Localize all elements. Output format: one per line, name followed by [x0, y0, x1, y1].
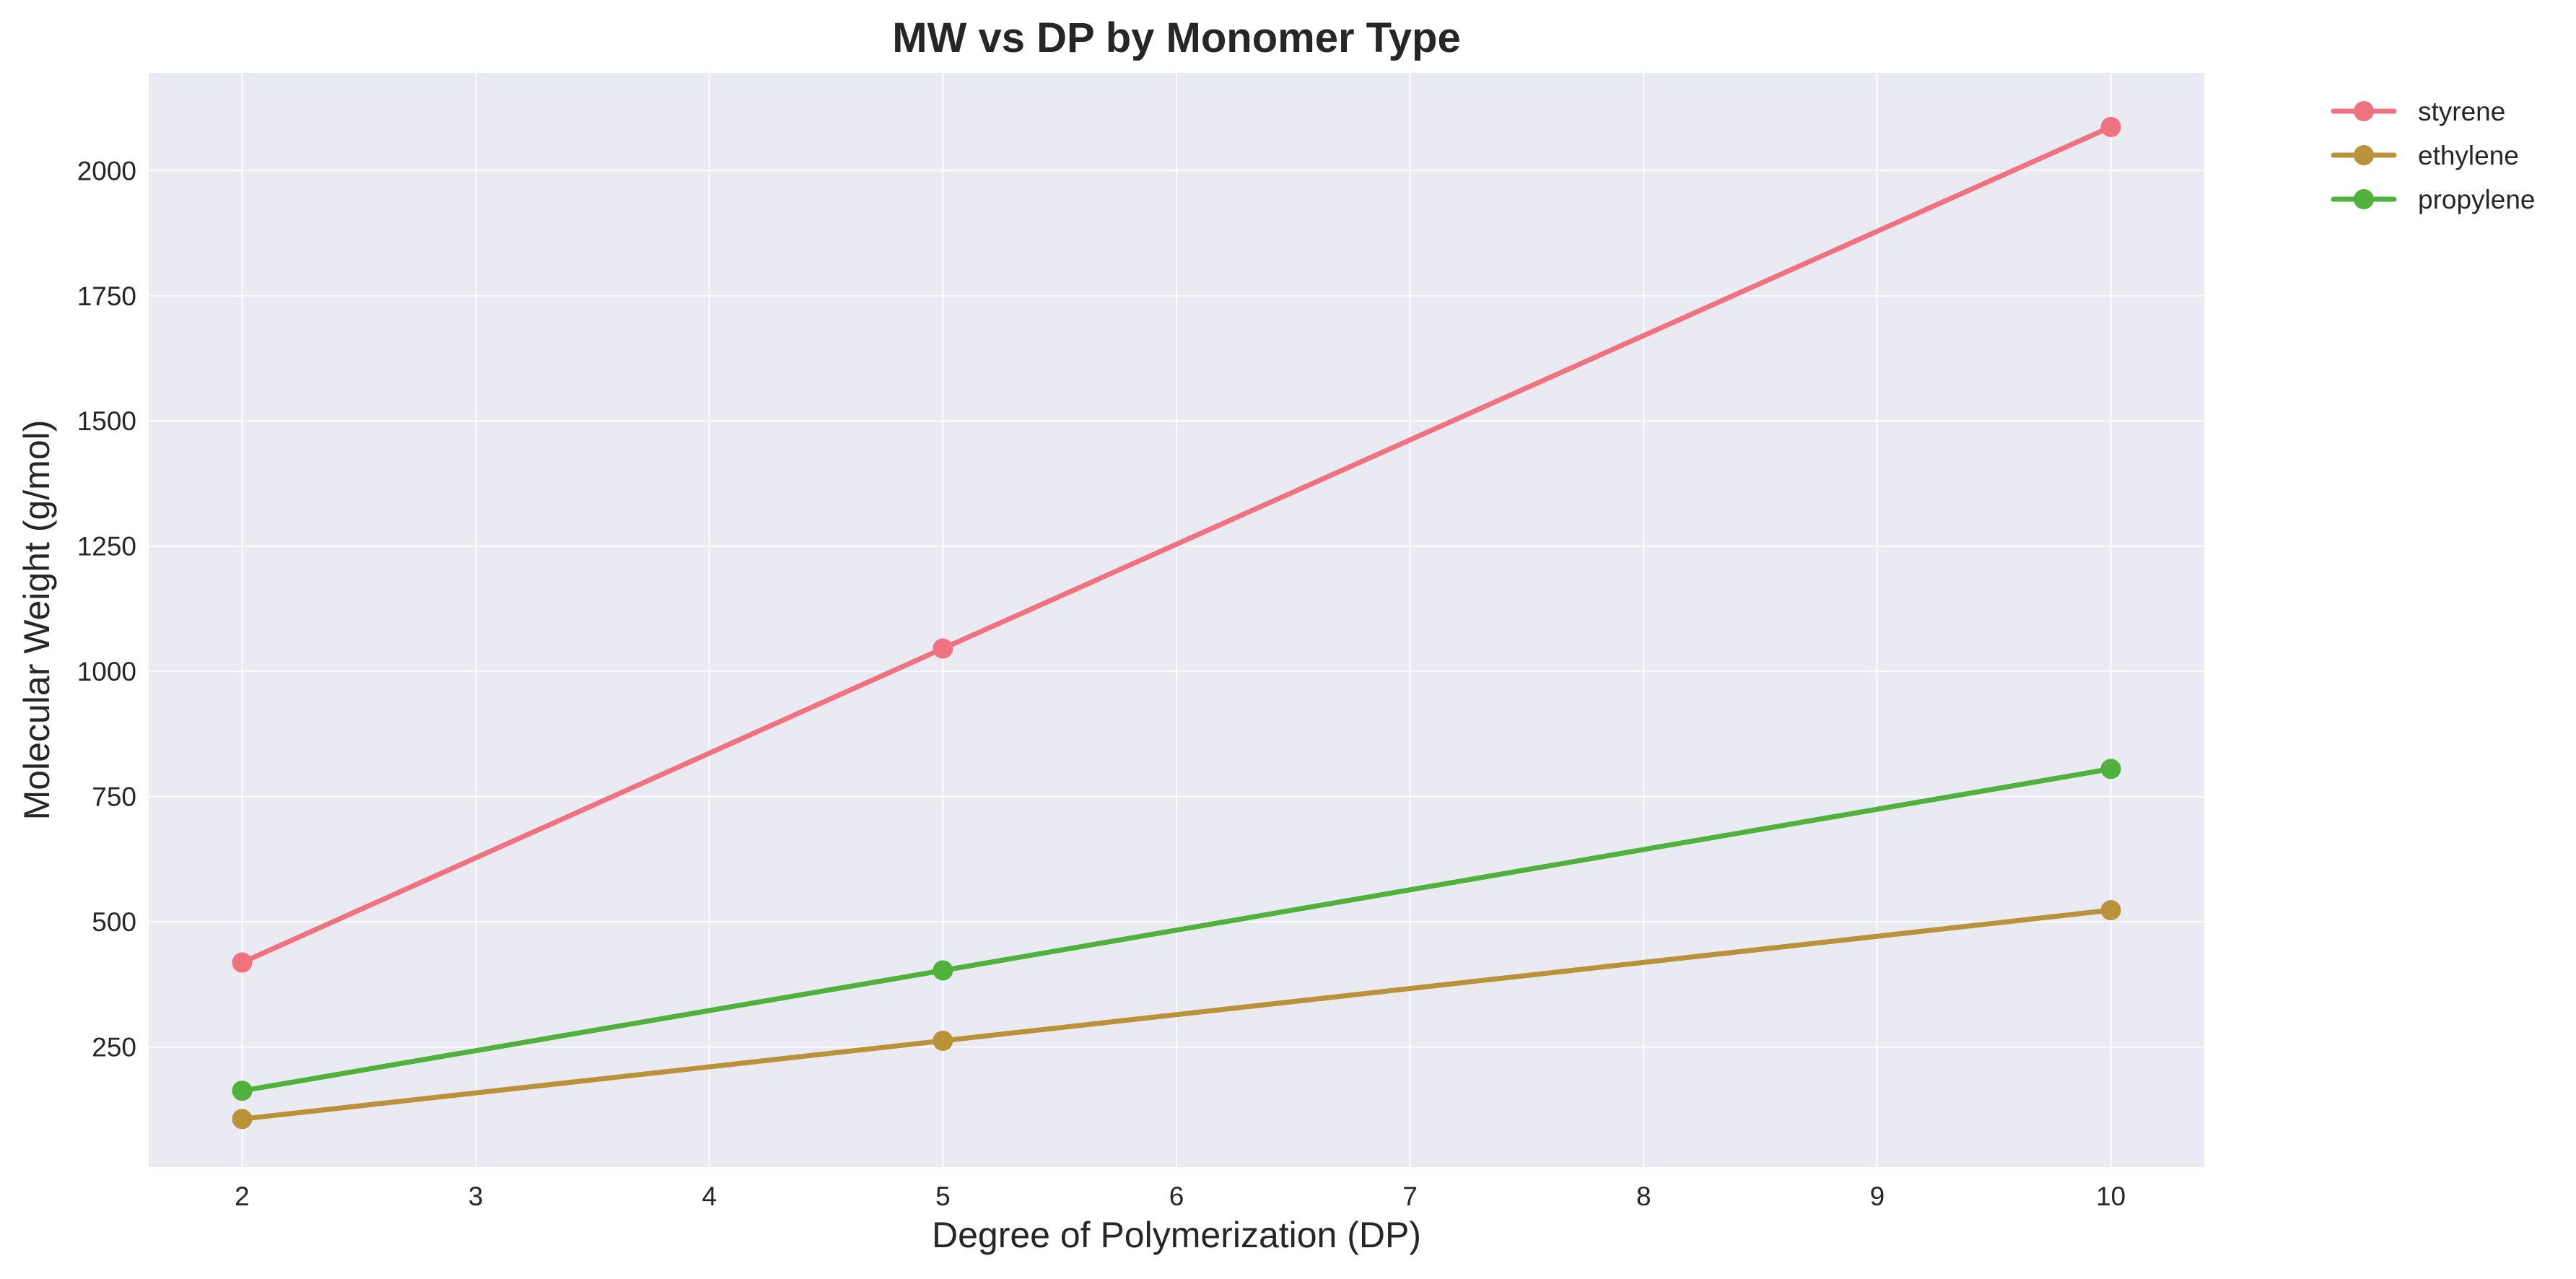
y-tick-label: 500	[92, 907, 136, 937]
legend-label-ethylene: ethylene	[2418, 141, 2519, 170]
data-point-ethylene	[933, 1030, 953, 1051]
tick-labels: 2 3 4 5 6 7 8 9 10 250 500 750 1000 1250 1500 1750 2000	[77, 156, 2126, 1211]
legend-item-propylene: propylene	[2331, 185, 2536, 214]
legend-marker-ethylene	[2354, 145, 2374, 165]
data-point-ethylene	[2100, 900, 2121, 921]
y-tick-label: 1250	[77, 532, 136, 562]
y-tick-label: 1750	[77, 281, 136, 311]
legend-item-ethylene: ethylene	[2331, 141, 2519, 170]
data-point-propylene	[2100, 759, 2121, 780]
series-styrene	[232, 116, 2121, 973]
x-tick-label: 6	[1169, 1182, 1184, 1211]
y-tick-label: 250	[92, 1032, 136, 1062]
series-group	[232, 116, 2121, 1130]
x-tick-label: 7	[1402, 1182, 1418, 1211]
x-tick-label: 8	[1636, 1182, 1651, 1211]
y-axis-label: Molecular Weight (g/mol)	[17, 420, 57, 821]
x-tick-label: 9	[1870, 1182, 1885, 1211]
x-tick-label: 5	[935, 1182, 951, 1211]
data-point-ethylene	[232, 1109, 253, 1130]
data-point-propylene	[232, 1081, 253, 1101]
legend-marker-propylene	[2354, 189, 2374, 209]
y-tick-label: 2000	[77, 156, 136, 185]
y-tick-label: 1500	[77, 406, 136, 436]
series-propylene	[232, 759, 2121, 1101]
data-point-styrene	[933, 638, 953, 659]
data-point-styrene	[232, 952, 253, 973]
x-tick-label: 4	[702, 1182, 717, 1211]
legend-item-styrene: styrene	[2331, 97, 2505, 126]
x-tick-label: 3	[468, 1182, 484, 1211]
x-tick-label: 2	[235, 1182, 250, 1211]
y-tick-label: 750	[92, 782, 136, 812]
x-tick-label: 10	[2096, 1182, 2126, 1211]
legend-marker-styrene	[2354, 101, 2374, 121]
legend-label-propylene: propylene	[2418, 185, 2536, 214]
legend: styrene ethylene propylene	[2331, 97, 2536, 214]
x-axis-label: Degree of Polymerization (DP)	[932, 1215, 1421, 1255]
data-point-propylene	[933, 960, 953, 981]
chart-title: MW vs DP by Monomer Type	[892, 14, 1460, 61]
legend-label-styrene: styrene	[2418, 97, 2505, 126]
data-point-styrene	[2100, 116, 2121, 137]
y-tick-label: 1000	[77, 657, 136, 686]
series-ethylene	[232, 900, 2121, 1130]
